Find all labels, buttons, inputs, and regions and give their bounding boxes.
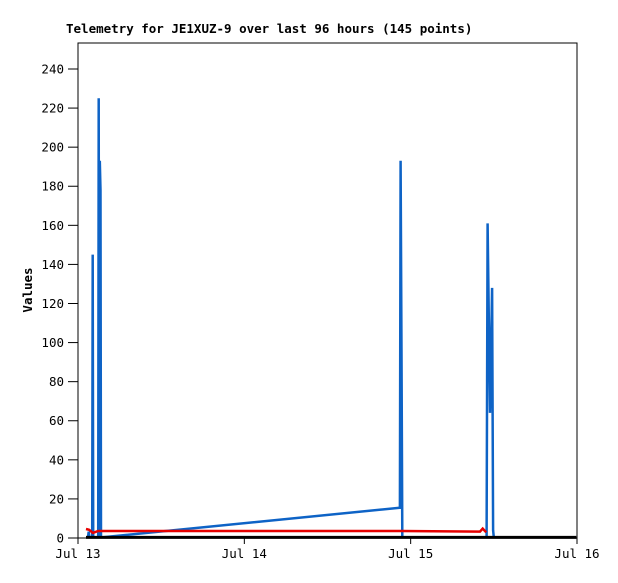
y-tick-label: 140 <box>41 257 64 272</box>
series-channel-2-red <box>85 526 488 535</box>
y-tick-label: 80 <box>49 374 64 389</box>
y-tick-label: 220 <box>41 101 64 116</box>
y-tick-label: 200 <box>41 140 64 155</box>
x-axis: Jul 13 Jul 14 Jul 15 Jul 16 <box>55 538 600 561</box>
y-axis: 0 20 40 60 80 100 120 140 160 180 200 220 240 <box>41 61 78 546</box>
y-tick-label: 120 <box>41 296 64 311</box>
y-tick-label: 100 <box>41 335 64 350</box>
plot-area-border <box>77 42 578 539</box>
series-channel-1-blue-spikes <box>86 98 496 539</box>
y-tick-label: 40 <box>49 452 64 467</box>
x-tick-label: Jul 15 <box>388 546 433 561</box>
y-tick-label: 20 <box>49 491 64 506</box>
x-tick-label: Jul 13 <box>55 546 100 561</box>
y-tick-label: 0 <box>56 531 64 546</box>
y-tick-label: 160 <box>41 218 64 233</box>
y-tick-label: 240 <box>41 61 64 76</box>
y-axis-label: Values <box>20 267 35 312</box>
x-tick-label: Jul 16 <box>554 546 599 561</box>
y-tick-label: 180 <box>41 179 64 194</box>
chart-title: Telemetry for JE1XUZ-9 over last 96 hour… <box>66 21 472 36</box>
x-tick-label: Jul 14 <box>222 546 267 561</box>
y-tick-label: 60 <box>49 413 64 428</box>
chart-series <box>85 98 577 539</box>
